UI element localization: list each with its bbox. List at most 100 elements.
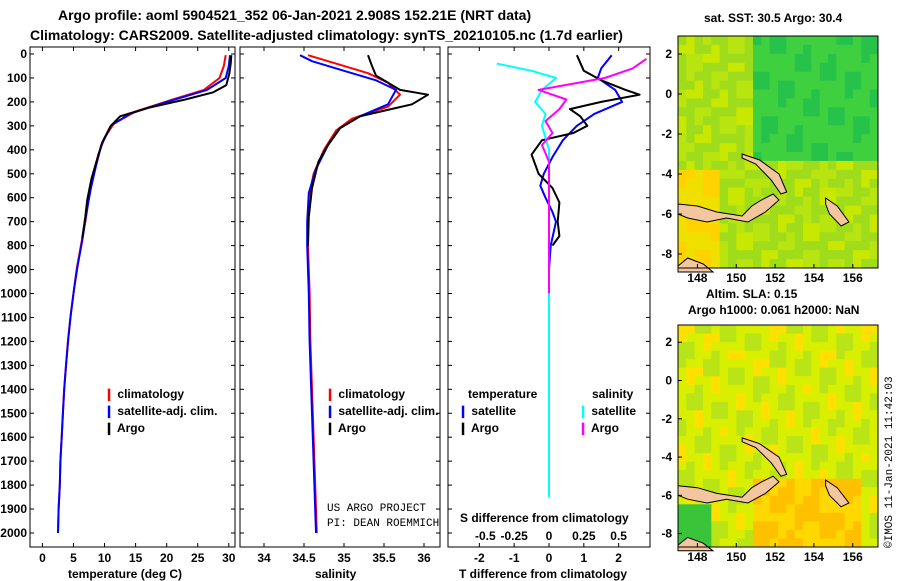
- legend-temp-clim: ❙ climatology: [104, 387, 185, 401]
- map-cell: [786, 393, 796, 403]
- map-cell: [853, 196, 862, 206]
- map-cell: [794, 80, 804, 90]
- map-cell: [794, 444, 804, 454]
- map-cell: [761, 461, 771, 471]
- map-cell: [753, 134, 762, 144]
- map-cell: [728, 436, 737, 445]
- map-cell: [694, 384, 704, 394]
- map-cell: [844, 241, 854, 251]
- map-cell: [794, 169, 804, 180]
- map-cell: [819, 359, 829, 369]
- y-tick-label: 1600: [0, 430, 27, 444]
- map-cell: [861, 205, 871, 215]
- diff-xlabel: T difference from climatology: [459, 567, 628, 581]
- map-cell: [728, 62, 737, 73]
- map-cell: [811, 333, 821, 343]
- map-cell: [744, 427, 754, 437]
- map-cell: [753, 250, 762, 260]
- project-annotation: US ARGO PROJECT PI: DEAN ROEMMICH: [327, 502, 439, 532]
- map-cell: [786, 71, 796, 82]
- map-cell: [861, 143, 871, 153]
- map-cell: [744, 134, 754, 144]
- map-cell: [811, 125, 821, 135]
- map-cell: [736, 359, 746, 369]
- map-cell: [803, 538, 812, 548]
- map-cell: [803, 250, 812, 260]
- map-cell: [736, 418, 746, 428]
- map-cell: [853, 89, 862, 99]
- map-cell: [703, 444, 712, 454]
- map-cell: [736, 205, 746, 215]
- map-cell: [828, 152, 837, 162]
- map-cell: [803, 367, 812, 377]
- map-cell: [769, 470, 779, 480]
- map-cell: [678, 80, 687, 90]
- x-tick-label: -1: [509, 551, 520, 565]
- map-cell: [769, 187, 779, 198]
- map-cell: [728, 393, 737, 403]
- map-cell: [811, 410, 821, 420]
- map-cell: [869, 529, 879, 539]
- map-cell: [711, 376, 721, 386]
- map-cell: [686, 521, 696, 531]
- map-cell: [719, 71, 729, 82]
- map-cell: [869, 325, 879, 334]
- map-cell: [761, 350, 771, 360]
- map-cell: [678, 53, 687, 64]
- map-cell: [703, 512, 712, 522]
- map-cell: [828, 36, 837, 46]
- x-tick-label: 0: [546, 551, 553, 565]
- map-cell: [694, 350, 704, 360]
- map-cell: [836, 125, 846, 135]
- map-cell: [778, 504, 787, 514]
- map-cell: [769, 512, 779, 522]
- map-cell: [803, 418, 812, 428]
- map-cell: [844, 333, 854, 343]
- x-tick-label-secondary: -0.5: [475, 529, 496, 543]
- map-cell: [803, 376, 812, 386]
- map-cell: [778, 367, 787, 377]
- map-cell: [753, 453, 762, 463]
- map-cell: [828, 187, 837, 198]
- map-cell: [828, 453, 837, 463]
- map-cell: [728, 359, 737, 369]
- map-cell: [803, 160, 812, 171]
- map-cell: [769, 205, 779, 215]
- map-cell: [678, 495, 687, 505]
- map-cell: [744, 53, 754, 64]
- map-lat-label: -6: [661, 207, 672, 221]
- map-cell: [853, 71, 862, 82]
- map-cell: [786, 436, 796, 445]
- map-cell: [719, 80, 729, 90]
- map-cell: [678, 152, 687, 162]
- map-cell: [778, 223, 787, 233]
- map-cell: [811, 427, 821, 437]
- map-cell: [828, 250, 837, 260]
- map-cell: [853, 80, 862, 90]
- map-cell: [861, 241, 871, 251]
- map-cell: [694, 342, 704, 352]
- map-cell: [744, 116, 754, 126]
- map-cell: [736, 250, 746, 260]
- y-tick-label: 1700: [0, 454, 27, 468]
- map-cell: [753, 89, 762, 99]
- map-cell: [786, 461, 796, 471]
- map-cell: [711, 487, 721, 497]
- map-cell: [678, 444, 687, 454]
- map-cell: [769, 521, 779, 531]
- map-cell: [728, 134, 737, 144]
- map-cell: [844, 487, 854, 497]
- map-cell: [719, 178, 729, 189]
- map-cell: [778, 512, 787, 522]
- map-cell: [753, 223, 762, 233]
- map-cell: [678, 71, 687, 82]
- map-cell: [703, 538, 712, 548]
- map-cell: [794, 214, 804, 224]
- map-cell: [678, 196, 687, 206]
- map-cell: [869, 250, 879, 260]
- series-line-satellite-adj-clim-: [57, 55, 231, 534]
- map-cell: [811, 259, 821, 269]
- map-cell: [869, 241, 879, 251]
- legend-sal-argo: ❙ Argo: [325, 421, 366, 435]
- map-cell: [753, 98, 762, 108]
